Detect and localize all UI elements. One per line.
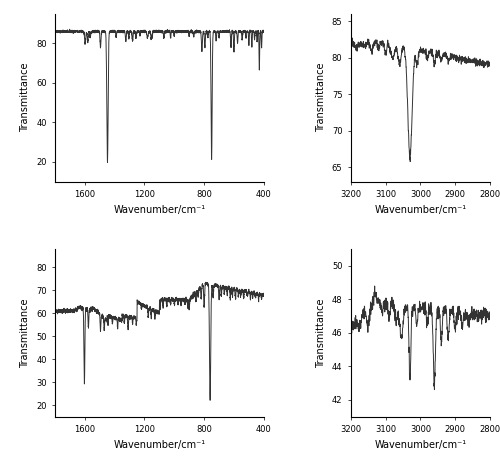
Y-axis label: Transmittance: Transmittance [20,298,30,368]
Y-axis label: Transmittance: Transmittance [316,298,326,368]
Y-axis label: Transmittance: Transmittance [316,63,326,132]
X-axis label: Wavenumber/cm⁻¹: Wavenumber/cm⁻¹ [114,440,206,450]
X-axis label: Wavenumber/cm⁻¹: Wavenumber/cm⁻¹ [374,205,466,214]
Y-axis label: Transmittance: Transmittance [20,63,30,132]
X-axis label: Wavenumber/cm⁻¹: Wavenumber/cm⁻¹ [114,205,206,214]
X-axis label: Wavenumber/cm⁻¹: Wavenumber/cm⁻¹ [374,440,466,450]
